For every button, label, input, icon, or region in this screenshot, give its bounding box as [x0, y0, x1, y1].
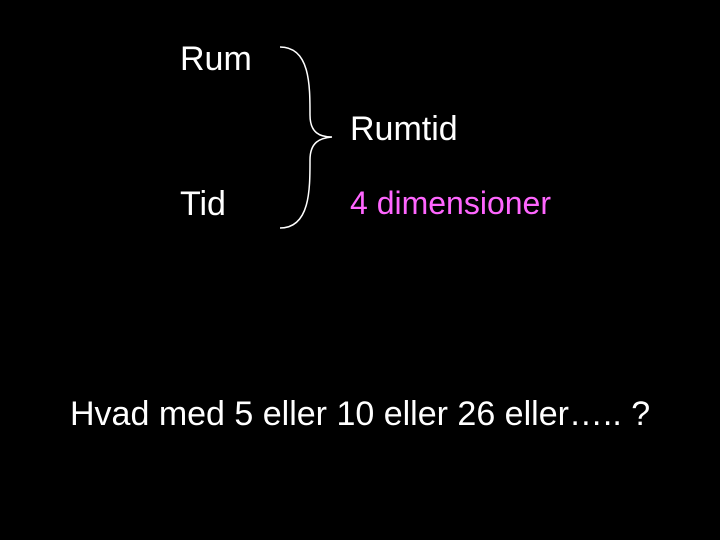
brace-path: [280, 47, 332, 228]
label-tid: Tid: [180, 185, 226, 224]
label-rumtid: Rumtid: [350, 110, 458, 149]
bottom-question: Hvad med 5 eller 10 eller 26 eller….. ?: [70, 395, 650, 434]
label-dimensions: 4 dimensioner: [350, 185, 551, 222]
label-rum: Rum: [180, 40, 252, 79]
brace-icon: [270, 45, 340, 230]
